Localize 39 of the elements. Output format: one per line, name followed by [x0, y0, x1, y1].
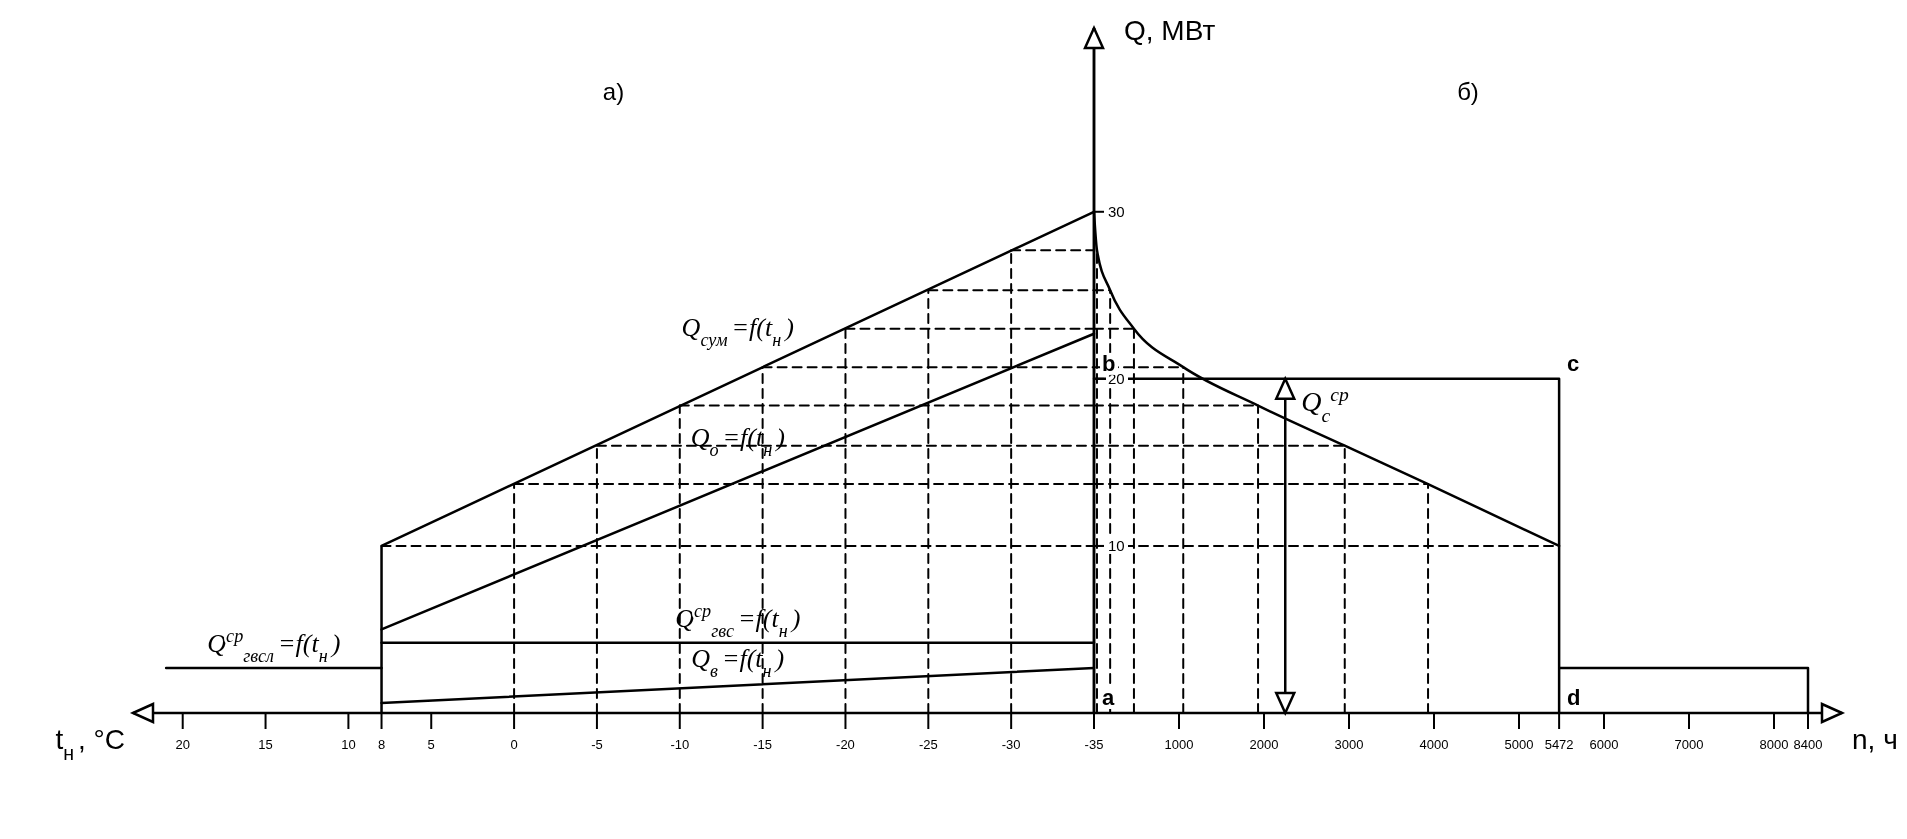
x-tick-label: 3000: [1334, 737, 1364, 752]
x-tick-label: 1000: [1164, 737, 1194, 752]
x-axis-title: t$_{н}$, °C: [55, 724, 125, 764]
x-tick-label: -20: [836, 737, 855, 752]
x-tick-label: 8000: [1759, 737, 1789, 752]
x-tick-label: 4000: [1419, 737, 1449, 752]
series-label: Q$_{сум}$=f(t$_{н}$): [681, 313, 794, 351]
x-tick-label: 5472: [1544, 737, 1574, 752]
x-tick-label: -25: [918, 737, 938, 752]
x-tick-label: 8: [377, 737, 386, 752]
series-label: Q$_{о}$=f(t$_{н}$): [690, 422, 785, 460]
annotation: d: [1567, 685, 1581, 710]
x-tick-label: 20: [175, 737, 190, 752]
x-tick-label: 0: [510, 737, 518, 752]
annotation: c: [1567, 350, 1580, 376]
x-tick-label: 6000: [1589, 737, 1619, 752]
annotation: a: [1102, 685, 1115, 710]
x-tick-label: 5000: [1504, 737, 1534, 752]
series-label: Q$^{ср}$$_{гвс}$=f(t$_{н}$): [675, 600, 801, 641]
text: б): [1457, 78, 1479, 105]
series-label: Q$^{ср}$$_{гвсл}$=f(t$_{н}$): [207, 625, 341, 666]
x-tick-label: 10: [341, 737, 356, 752]
y-tick-label: 10: [1108, 536, 1125, 554]
annotation: b: [1102, 350, 1116, 376]
x-tick-label: -10: [670, 737, 690, 752]
x-tick-label: 8400: [1793, 737, 1823, 752]
y-tick-label: 30: [1108, 202, 1125, 220]
x-tick-label: 5: [427, 737, 435, 752]
text: а): [602, 78, 625, 105]
series-label: Q$_{в}$=f(t$_{н}$): [691, 644, 785, 682]
x-tick-label: 2000: [1249, 737, 1279, 752]
x-tick-label: 15: [258, 737, 273, 752]
x-axis-title: n, ч: [1852, 724, 1898, 755]
x-tick-label: 7000: [1674, 737, 1704, 752]
x-tick-label: -30: [1001, 737, 1021, 752]
x-tick-label: -5: [591, 737, 603, 752]
y-axis-title: Q, МВт: [1124, 15, 1216, 46]
x-tick-label: -35: [1084, 737, 1104, 752]
x-tick-label: -15: [753, 737, 773, 752]
